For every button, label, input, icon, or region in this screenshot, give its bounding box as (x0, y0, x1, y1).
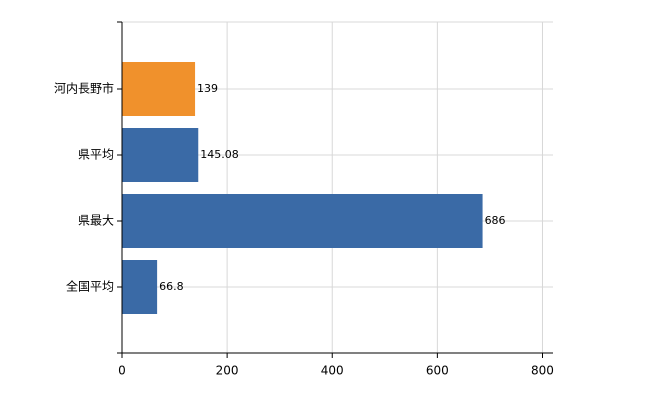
bar (122, 62, 196, 116)
x-tick-label: 0 (118, 364, 126, 378)
x-tick-label: 800 (531, 364, 554, 378)
x-tick-label: 600 (426, 364, 449, 378)
value-label: 145.08 (200, 148, 239, 161)
bar (122, 194, 483, 248)
y-tick-label: 河内長野市 (54, 81, 114, 96)
value-label: 66.8 (159, 280, 184, 293)
x-tick-label: 200 (216, 364, 239, 378)
y-tick-label: 県最大 (78, 214, 114, 228)
y-tick-label: 県平均 (78, 148, 114, 162)
bar (122, 128, 199, 182)
x-tick-label: 400 (321, 364, 344, 378)
bar (122, 260, 158, 314)
value-label: 139 (197, 82, 218, 95)
value-label: 686 (485, 214, 506, 227)
y-tick-label: 全国平均 (66, 279, 114, 294)
